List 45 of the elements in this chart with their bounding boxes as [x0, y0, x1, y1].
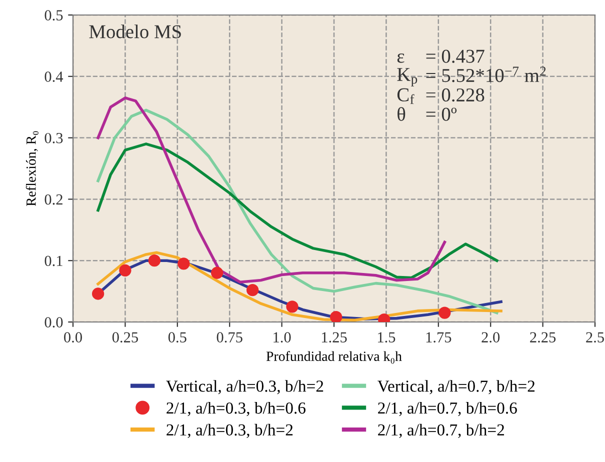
point [286, 300, 298, 313]
x-tick-label: 1.5 [378, 332, 396, 343]
point [438, 306, 451, 319]
x-tick-label: 0.75 [216, 332, 242, 343]
point [246, 284, 259, 296]
point [330, 311, 342, 322]
legend-label: 2/1, a/h=0.3, b/h=2 [166, 424, 293, 438]
y-tick-label: 0.1 [44, 256, 62, 266]
legend-label: 2/1, a/h=0.7, b/h=2 [378, 424, 504, 438]
line-series [96, 142, 498, 280]
point [211, 266, 224, 279]
legend-label: 2/1, a/h=0.7, b/h=0.6 [378, 402, 517, 416]
y-tick-label: 0.3 [44, 132, 63, 144]
annotation: θ [398, 107, 406, 121]
x-tick-label: 0.5 [168, 332, 186, 343]
point [119, 264, 132, 276]
point [148, 254, 161, 267]
annotation: C$_{f}$ [397, 88, 414, 104]
x-axis-title: Profundidad relativa k₀h [266, 351, 402, 364]
y-axis-title: Reflexión, R₀ [26, 131, 39, 206]
x-tick-label: 1.75 [426, 332, 452, 343]
annotation: = 0.228 [426, 88, 484, 102]
x-tick-label: 2.0 [482, 332, 500, 343]
legend-label: Vertical, a/h=0.3, b/h=2 [166, 380, 324, 394]
annotation: K$_{p}$ [397, 68, 418, 86]
legend-label: 2/1, a/h=0.3, b/h=0.6 [166, 402, 306, 416]
y-tick-label: 0.0 [44, 317, 63, 328]
annotation: = 0.437 [426, 50, 484, 63]
x-tick-label: 2.5 [586, 332, 604, 343]
annotation: = 5.52*10$^{−7}$ m$^{2}$ [426, 66, 546, 82]
x-tick-label: 2.25 [530, 332, 556, 343]
line-series [96, 108, 498, 314]
y-tick-label: 0.4 [44, 72, 64, 82]
annotation: = 0º [426, 108, 457, 121]
x-tick-label: 1.0 [274, 332, 291, 343]
y-tick-label: 0.5 [44, 10, 63, 21]
point [92, 288, 104, 300]
x-tick-label: 0.25 [112, 332, 138, 343]
x-tick-label: 0.0 [64, 332, 82, 343]
legend-label: Vertical, a/h=0.7, b/h=2 [378, 380, 535, 394]
annotation: Modelo MS [89, 24, 181, 38]
x-tick-label: 1.25 [322, 332, 347, 343]
y-tick-label: 0.2 [44, 194, 62, 205]
point [178, 258, 190, 270]
annotation: ε [397, 53, 404, 63]
